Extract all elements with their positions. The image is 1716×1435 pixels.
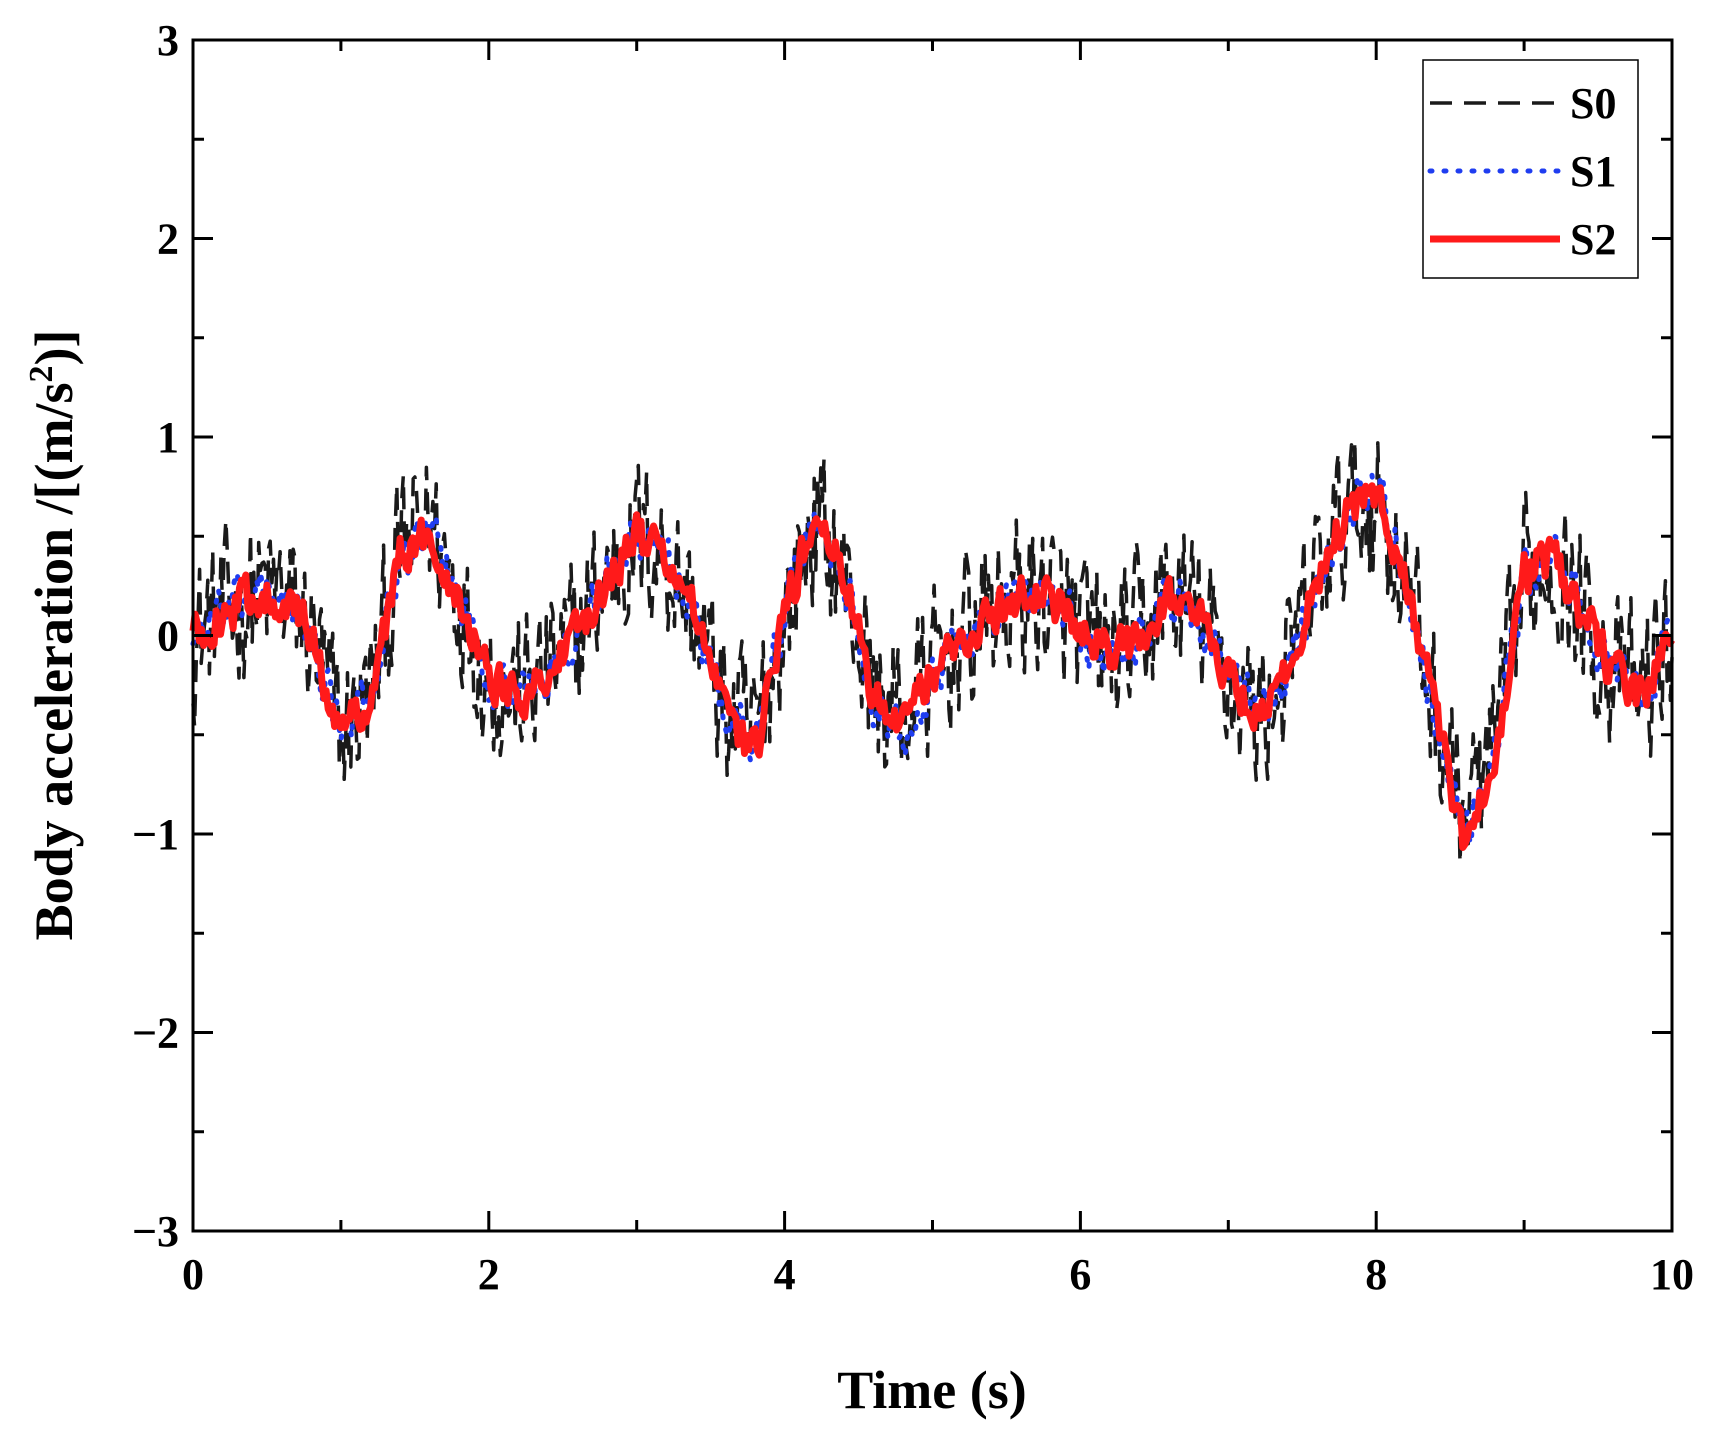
series-line-s0 [191, 438, 1674, 865]
x-tick-label: 2 [478, 1250, 500, 1299]
x-tick-label: 4 [774, 1250, 796, 1299]
y-axis-title-suffix: )] [24, 330, 84, 366]
legend: S0 S1 S2 [1422, 59, 1639, 279]
y-tick-label: 2 [157, 215, 179, 264]
x-tick-label: 8 [1365, 1250, 1387, 1299]
y-tick-label: −2 [132, 1009, 179, 1058]
x-tick-label: 0 [182, 1250, 204, 1299]
y-tick-label: 3 [157, 16, 179, 65]
tick-labels-layer: 0 2 4 6 8 10 −3 −2 −1 0 1 2 3 [132, 16, 1694, 1299]
legend-label-s1: S1 [1570, 147, 1616, 196]
series-line-s2 [189, 482, 1676, 851]
series-line-s1 [190, 472, 1675, 847]
ticks-layer [191, 38, 1674, 1233]
y-tick-label: 0 [157, 612, 179, 661]
series-layer [189, 438, 1676, 865]
x-tick-label: 6 [1069, 1250, 1091, 1299]
y-axis-title: Body acceleration /[(m/s2)] [23, 330, 84, 941]
x-axis-title: Time (s) [837, 1360, 1026, 1420]
y-axis-title-main: Body acceleration /[(m/s [24, 383, 84, 941]
legend-label-s2: S2 [1570, 215, 1616, 264]
y-tick-label: −1 [132, 810, 179, 859]
legend-label-s0: S0 [1570, 79, 1616, 128]
x-tick-label: 10 [1650, 1250, 1694, 1299]
y-axis-title-superscript: 2 [23, 366, 60, 383]
y-tick-label: 1 [157, 413, 179, 462]
y-tick-label: −3 [132, 1207, 179, 1256]
